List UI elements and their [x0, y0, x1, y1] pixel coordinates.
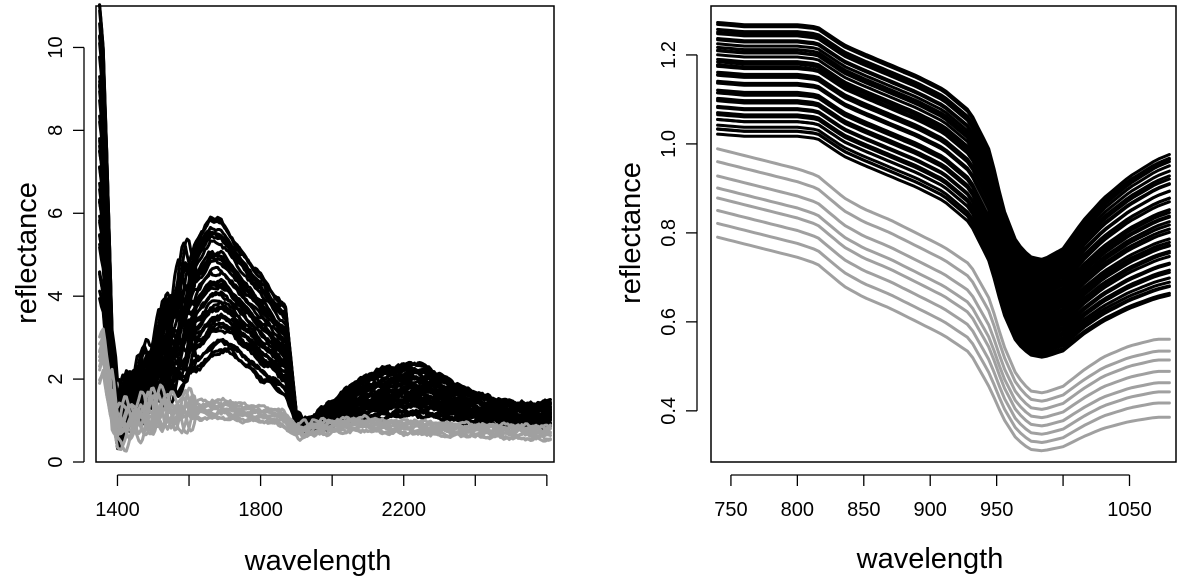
spectrum-curve [716, 127, 1171, 357]
x-tick-label: 800 [781, 499, 814, 521]
spectrum-curve [716, 99, 1171, 332]
spectrum-curve [716, 113, 1171, 344]
right-plot-frame [710, 5, 1177, 463]
left-panel: 1400 1800 2200 0 2 4 6 8 10 wavelength reflecta… [11, 3, 555, 577]
spectrum-curve [716, 174, 1171, 411]
spectrum-curve [716, 81, 1171, 316]
left-y-axis: 0 2 4 6 8 10 [45, 36, 85, 468]
right-curves [716, 21, 1171, 453]
spectrum-curve [716, 147, 1171, 395]
spectrum-curve [716, 221, 1171, 444]
y-tick-label: 2 [45, 374, 67, 385]
left-plot-frame [95, 5, 555, 463]
spectrum-curve [716, 27, 1171, 266]
x-tick-label: 850 [847, 499, 880, 521]
spectrum-curve [716, 38, 1171, 276]
spectrum-curve [716, 132, 1171, 359]
spectrum-curve [716, 88, 1171, 319]
right-x-axis-title: wavelength [856, 543, 1004, 575]
x-tick-label: 950 [980, 499, 1013, 521]
right-y-axis-title: reflectance [615, 162, 647, 304]
spectrum-curve [716, 53, 1171, 289]
spectrum-curve [98, 3, 552, 425]
y-tick-label: 1.0 [658, 130, 680, 158]
spectrum-curve [716, 32, 1171, 271]
spectrum-curve [716, 186, 1171, 420]
left-curves [98, 3, 552, 453]
y-tick-label: 10 [45, 36, 67, 58]
x-tick-label: 750 [714, 499, 747, 521]
y-tick-label: 0 [45, 456, 67, 467]
x-tick-label: 1800 [238, 499, 283, 521]
y-tick-label: 8 [45, 125, 67, 136]
spectrum-curve [716, 118, 1171, 349]
left-x-axis: 1400 1800 2200 [95, 474, 548, 521]
spectrum-curve [716, 160, 1171, 403]
left-x-axis-title: wavelength [244, 545, 392, 577]
x-tick-label: 1050 [1107, 499, 1152, 521]
spectrum-curve [716, 235, 1171, 453]
x-tick-label: 2200 [381, 499, 426, 521]
spectrum-curve [716, 21, 1171, 261]
y-tick-label: 0.6 [658, 308, 680, 336]
right-panel: 750 800 850 900 950 1050 0.4 0.6 0.8 1.0 1.2 wave… [615, 5, 1177, 575]
spectrum-curve [716, 209, 1171, 436]
y-tick-label: 0.4 [658, 397, 680, 425]
right-y-axis: 0.4 0.6 0.8 1.0 1.2 [658, 41, 698, 425]
spectrum-curve [716, 73, 1171, 309]
spectrum-curve [716, 196, 1171, 428]
x-tick-label: 900 [914, 499, 947, 521]
y-tick-label: 6 [45, 208, 67, 219]
left-y-axis-title: reflectance [11, 182, 43, 324]
spectrum-curve [98, 327, 552, 434]
y-tick-label: 4 [45, 291, 67, 302]
y-tick-label: 1.2 [658, 41, 680, 69]
x-tick-label: 1400 [95, 499, 140, 521]
spectrum-curve [716, 64, 1171, 301]
right-x-axis: 750 800 850 900 950 1050 [714, 474, 1152, 521]
spectrum-curve [716, 42, 1171, 279]
spectrum-curve [716, 60, 1171, 294]
y-tick-label: 0.8 [658, 219, 680, 247]
